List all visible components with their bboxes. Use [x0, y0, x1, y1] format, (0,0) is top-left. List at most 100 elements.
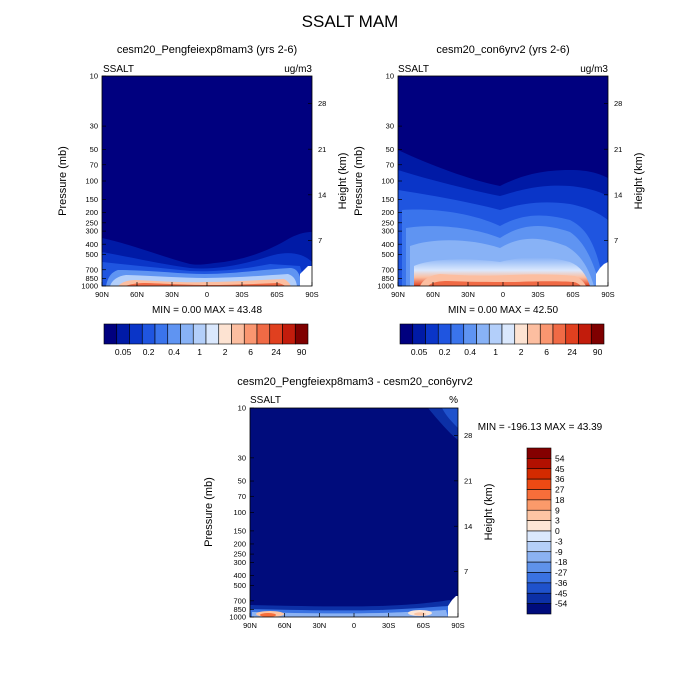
colorbar-swatch [256, 323, 271, 345]
colorbar-label: 0 [555, 526, 560, 536]
y-tick-label: 1000 [377, 282, 394, 291]
colorbar-swatch [167, 323, 181, 345]
y-tick-label: 700 [381, 265, 394, 274]
y2-tick-label: 21 [318, 145, 326, 154]
colorbar-swatch [526, 530, 552, 542]
colorbar-label: 6 [544, 347, 549, 357]
y-tick-label: 400 [85, 240, 98, 249]
colorbar-swatch [552, 323, 567, 345]
panel-2-colorbar: 0.05 0.2 0.4 1 2 6 24 90 [399, 323, 605, 357]
colorbar-swatch [154, 323, 169, 345]
colorbar-swatch [294, 323, 309, 345]
panel-3-ylabel: Pressure (mb) [203, 477, 215, 547]
colorbar-swatch [526, 509, 552, 521]
y-tick-label: 10 [238, 404, 246, 413]
y-tick-label: 400 [233, 571, 246, 580]
colorbar-swatch [565, 323, 579, 345]
colorbar-label: 0.2 [439, 347, 451, 357]
colorbar-label: 24 [567, 347, 577, 357]
y-tick-label: 50 [386, 145, 394, 154]
y-tick-label: 250 [381, 218, 394, 227]
y-tick-label: 100 [381, 177, 394, 186]
colorbar-swatch [526, 572, 552, 584]
colorbar-swatch [243, 323, 258, 345]
colorbar-label: 90 [297, 347, 307, 357]
colorbar-swatch [501, 323, 516, 345]
colorbar-label: 6 [248, 347, 253, 357]
colorbar-swatch [488, 323, 503, 345]
y-tick-label: 30 [238, 453, 246, 462]
x-tick-label: 90S [601, 290, 614, 299]
x-tick-label: 0 [205, 290, 209, 299]
x-tick-label: 30N [461, 290, 475, 299]
y-tick-label: 10 [386, 72, 394, 81]
panel-3-y2label: Height (km) [483, 484, 495, 541]
x-tick-label: 30S [531, 290, 544, 299]
colorbar-swatch [103, 323, 118, 345]
y-tick-label: 700 [85, 265, 98, 274]
colorbar-swatch [590, 323, 605, 345]
colorbar-swatch [450, 323, 465, 345]
colorbar-label: -36 [555, 578, 568, 588]
y-tick-label: 500 [381, 250, 394, 259]
y-tick-label: 850 [233, 605, 246, 614]
colorbar-swatch [526, 603, 552, 615]
colorbar-swatch [205, 323, 220, 345]
colorbar-swatch [180, 323, 194, 345]
panel-1-stats: MIN = 0.00 MAX = 43.48 [152, 305, 262, 316]
y2-tick-label: 14 [318, 190, 326, 199]
x-tick-label: 30S [235, 290, 248, 299]
colorbar-swatch [526, 520, 552, 532]
y-tick-label: 70 [386, 160, 394, 169]
colorbar-swatch [526, 561, 552, 573]
colorbar-label: -3 [555, 536, 563, 546]
y-tick-label: 100 [233, 508, 246, 517]
colorbar-label: 90 [593, 347, 603, 357]
colorbar-label: 45 [555, 464, 565, 474]
colorbar-swatch [269, 323, 283, 345]
colorbar-swatch [116, 323, 130, 345]
y2-tick-label: 28 [614, 99, 622, 108]
x-tick-label: 60N [278, 621, 292, 630]
colorbar-label: 0.05 [115, 347, 132, 357]
y2-tick-label: 14 [464, 522, 472, 531]
colorbar-swatch [526, 478, 552, 490]
colorbar-label: 54 [555, 453, 565, 463]
colorbar-swatch [526, 541, 552, 553]
y-tick-label: 500 [85, 250, 98, 259]
panel-3-stats: MIN = -196.13 MAX = 43.39 [478, 422, 603, 433]
colorbar-swatch [539, 323, 554, 345]
y-tick-label: 850 [381, 274, 394, 283]
x-tick-label: 90N [95, 290, 109, 299]
y-tick-label: 70 [238, 492, 246, 501]
colorbar-label: 2 [223, 347, 228, 357]
panel-3-field [250, 408, 458, 617]
y2-tick-label: 7 [318, 236, 322, 245]
x-tick-label: 30N [312, 621, 326, 630]
y-tick-label: 250 [233, 550, 246, 559]
panel-1-field [102, 76, 312, 286]
panel-1-colorbar: 0.05 0.2 0.4 1 2 6 24 90 [103, 323, 309, 357]
y-tick-label: 150 [85, 195, 98, 204]
x-tick-label: 90N [243, 621, 257, 630]
x-tick-label: 60N [426, 290, 440, 299]
x-tick-label: 60S [270, 290, 283, 299]
colorbar-label: 0.2 [143, 347, 155, 357]
y-tick-label: 700 [233, 596, 246, 605]
colorbar-label: 0.05 [411, 347, 428, 357]
colorbar-label: -45 [555, 588, 568, 598]
panel-2-stats: MIN = 0.00 MAX = 42.50 [448, 305, 558, 316]
panel-1-units: ug/m3 [284, 64, 312, 75]
y2-tick-label: 28 [464, 431, 472, 440]
x-tick-label: 90S [305, 290, 318, 299]
colorbar-label: 1 [197, 347, 202, 357]
y2-tick-label: 7 [464, 567, 468, 576]
colorbar-swatch [526, 592, 552, 604]
y-tick-label: 250 [85, 218, 98, 227]
colorbar-label: 2 [519, 347, 524, 357]
x-tick-label: 60S [566, 290, 579, 299]
y-tick-label: 200 [85, 208, 98, 217]
y2-tick-label: 21 [464, 476, 472, 485]
